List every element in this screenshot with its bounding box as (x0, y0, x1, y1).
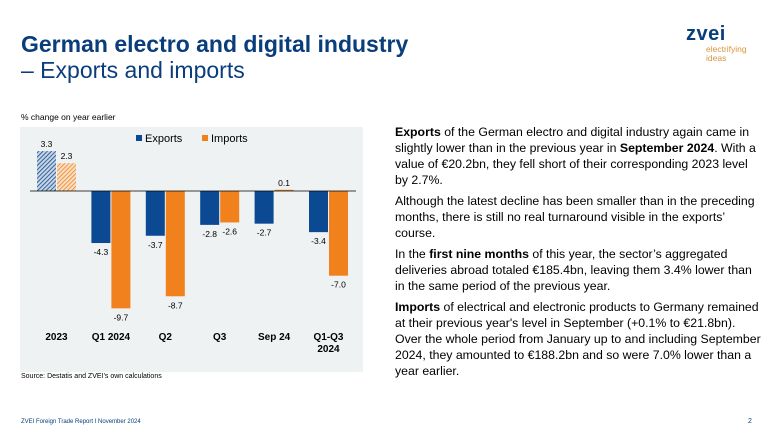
data-label-imports-1: -9.7 (114, 312, 129, 322)
text-run: of electrical and electronic products to… (395, 300, 761, 378)
data-label-exports-3: -2.8 (202, 229, 217, 239)
data-label-exports-0: 3.3 (41, 139, 53, 149)
legend-swatch-imports (202, 135, 208, 141)
legend-swatch-exports (136, 135, 142, 141)
bar-exports-5 (309, 191, 328, 233)
page-number: 2 (748, 418, 752, 425)
data-label-exports-1: -4.3 (94, 247, 109, 257)
data-label-imports-5: -7.0 (331, 280, 346, 290)
data-label-imports-0: 2.3 (61, 151, 73, 161)
paragraph-exports: Exports of the German electro and digita… (395, 124, 763, 188)
footer-report-title: ZVEI Foreign Trade Report I November 202… (21, 419, 141, 425)
bold-term: Imports (395, 300, 441, 314)
bar-exports-0 (37, 151, 56, 191)
bar-exports-1 (91, 191, 111, 244)
x-tick-label-2: Q2 (159, 332, 173, 343)
bar-imports-4 (274, 189, 294, 191)
bar-imports-0 (57, 163, 76, 191)
paragraph-imports: Imports of electrical and electronic pro… (395, 299, 763, 379)
data-label-exports-5: -3.4 (311, 236, 326, 246)
text-run: Although the latest decline has been sma… (395, 194, 755, 240)
bar-exports-2 (145, 191, 165, 236)
commentary-text: Exports of the German electro and digita… (395, 124, 763, 384)
logo-tagline-1: electrifying (706, 44, 747, 54)
x-tick-label-5: 2024 (317, 344, 340, 355)
bar-exports-4 (254, 191, 274, 224)
legend: Exports Imports (136, 133, 248, 145)
y-axis-label: % change on year earlier (21, 112, 116, 122)
x-tick-label-3: Q3 (213, 332, 227, 343)
zvei-logo: zvei electrifying ideas (686, 24, 747, 62)
logo-tagline-2: ideas (706, 53, 727, 63)
bold-term: Exports (395, 125, 441, 139)
x-tick-label-5: Q1-Q3 (313, 332, 343, 343)
bar-imports-5 (329, 191, 348, 276)
x-tick-label-0: 2023 (45, 332, 68, 343)
bar-imports-1 (111, 191, 131, 309)
bar-imports-2 (165, 191, 185, 297)
data-label-imports-4: 0.1 (278, 178, 290, 188)
paragraph-nine-months: In the first nine months of this year, t… (395, 246, 763, 294)
data-label-imports-3: -2.6 (222, 226, 237, 236)
text-run: of this year, the sector’s aggregated de… (395, 247, 752, 293)
bar-imports-3 (220, 191, 240, 223)
chart-source: Source: Destatis and ZVEI’s own calculat… (21, 373, 162, 380)
title-line-1: German electro and digital industry (21, 31, 409, 57)
bar-exports-3 (200, 191, 220, 225)
paragraph-decline: Although the latest decline has been sma… (395, 193, 763, 241)
legend-label-exports: Exports (145, 133, 183, 145)
x-tick-label-1: Q1 2024 (92, 332, 131, 343)
data-label-exports-4: -2.7 (257, 228, 272, 238)
bold-term: September 2024 (619, 141, 715, 155)
text-run: . With a value of €20.2bn, they fell sho… (395, 141, 756, 187)
data-label-exports-2: -3.7 (148, 240, 163, 250)
title-line-2: – Exports and imports (21, 57, 245, 83)
legend-label-imports: Imports (211, 133, 248, 145)
data-label-imports-2: -8.7 (168, 300, 183, 310)
chart-panel (20, 127, 363, 372)
page-title: German electro and digital industry – Ex… (21, 31, 408, 83)
bar-chart: 3.3 2.3 -4.3 -9.7 -3.7 -8.7 -2.8 -2.6 -2.7 0.1 -3.… (30, 133, 356, 355)
text-run: of the German electro and digital indust… (395, 125, 750, 155)
text-run: In the (395, 247, 430, 261)
bold-term: first nine months (429, 247, 529, 261)
x-tick-label-4: Sep 24 (258, 332, 291, 343)
logo-wordmark: zvei (686, 23, 726, 45)
